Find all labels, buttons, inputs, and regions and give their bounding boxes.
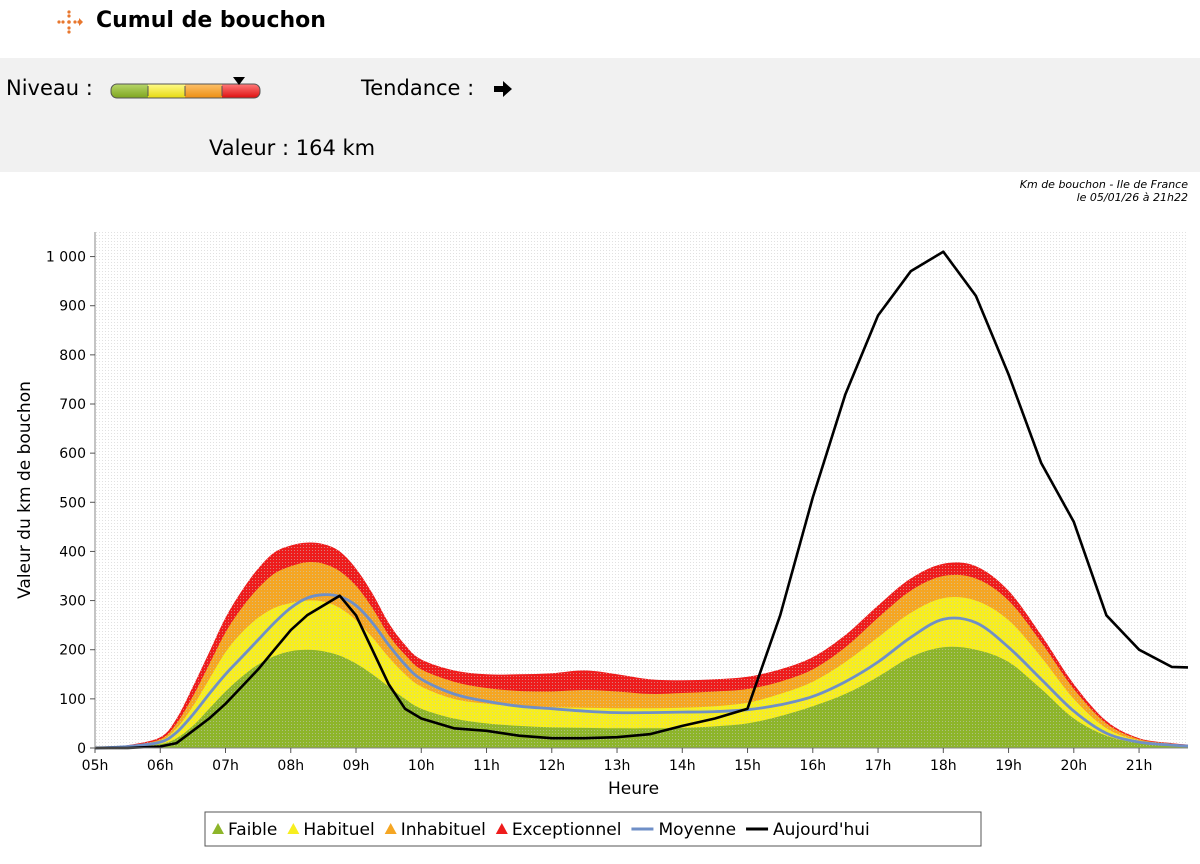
x-tick-label: 18h [930, 758, 957, 774]
legend-item-habituel: Habituel [287, 820, 375, 840]
niveau-gauge [110, 77, 261, 99]
legend-box [204, 811, 982, 847]
legend-swatch [212, 823, 224, 834]
legend-swatch [495, 823, 508, 834]
x-tick-label: 11h [473, 758, 500, 774]
y-tick-label: 100 [59, 692, 86, 708]
x-axis-title: Heure [608, 779, 659, 799]
line-aujourdhui [95, 250, 1189, 750]
legend-label: Habituel [303, 820, 374, 840]
legend-label: Aujourd'hui [773, 820, 870, 840]
y-tick-label: 0 [77, 741, 86, 757]
y-tick-label: 1 000 [46, 250, 86, 266]
axes [94, 232, 1188, 749]
x-tick-label: 07h [212, 758, 239, 774]
x-tick-label: 13h [604, 758, 631, 774]
x-tick-label: 10h [408, 758, 435, 774]
grid-dots [95, 232, 1188, 748]
y-tick-label: 700 [59, 397, 86, 413]
tendance-label: Tendance : [361, 76, 475, 100]
y-tick-label: 400 [59, 544, 86, 560]
chart-caption-line: Km de bouchon - Ile de France [1020, 178, 1188, 191]
x-tick-label: 08h [277, 758, 304, 774]
page-header: Cumul de bouchon [0, 0, 1200, 56]
legend-item-exceptionnel: Exceptionnel [495, 820, 622, 840]
x-tick-label: 19h [995, 758, 1022, 774]
x-tick-label: 15h [734, 758, 761, 774]
x-tick-label: 21h [1126, 758, 1153, 774]
x-tick-label: 06h [147, 758, 174, 774]
y-tick-label: 600 [59, 446, 86, 462]
valeur-value: Valeur : 164 km [209, 136, 376, 160]
y-axis-title: Valeur du km de bouchon [15, 381, 35, 599]
legend-swatch [384, 823, 397, 834]
legend-swatch [287, 823, 300, 834]
grid-texture [95, 232, 1188, 748]
legend-item-inhabituel: Inhabituel [384, 820, 486, 840]
x-tick-label: 14h [669, 758, 696, 774]
legend-label: Moyenne [658, 820, 736, 840]
legend-item-faible: Faible [212, 820, 277, 840]
chart-caption-line: le 05/01/26 à 21h22 [1077, 191, 1188, 204]
page-title: Cumul de bouchon [96, 8, 326, 33]
legend-label: Inhabituel [401, 820, 486, 840]
x-tick-label: 17h [865, 758, 892, 774]
y-tick-label: 900 [59, 299, 86, 315]
status-panel: Niveau : Tendance : Va [0, 58, 1200, 172]
x-tick-label: 12h [538, 758, 565, 774]
dotted-arrows-icon [57, 10, 83, 34]
line-moyenne [94, 593, 1189, 750]
x-tick-label: 16h [799, 758, 826, 774]
niveau-label: Niveau : [6, 76, 93, 100]
y-ticks: 0 100 200 300 400 500 600 700 800 900 1 000 [46, 250, 95, 757]
x-tick-label: 20h [1060, 758, 1087, 774]
y-tick-label: 300 [59, 594, 86, 610]
legend: Faible Habituel Inhabituel Exceptionnel Moye… [204, 811, 982, 847]
x-ticks: 05h 06h 07h 08h 09h 10h 11h 12h 13h 14h 15h 16h 17h 1… [82, 748, 1153, 774]
x-tick-label: 05h [82, 758, 109, 774]
y-tick-label: 800 [59, 348, 86, 364]
y-tick-label: 200 [59, 643, 86, 659]
legend-item-aujourd-hui: Aujourd'hui [746, 820, 870, 840]
legend-label: Faible [228, 820, 277, 840]
line-series [94, 250, 1189, 750]
arrow-right-icon [494, 81, 512, 97]
x-tick-label: 09h [343, 758, 370, 774]
legend-item-moyenne: Moyenne [631, 820, 736, 840]
legend-label: Exceptionnel [512, 820, 622, 840]
y-tick-label: 500 [59, 495, 86, 511]
